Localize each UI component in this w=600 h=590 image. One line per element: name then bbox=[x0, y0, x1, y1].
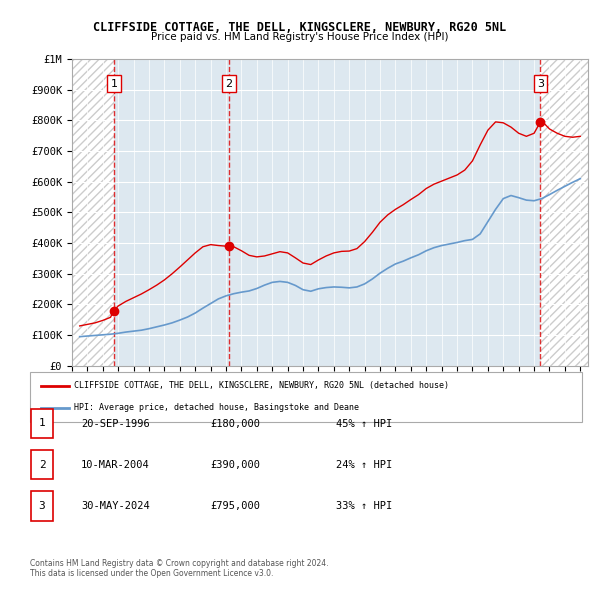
Text: 1: 1 bbox=[110, 78, 118, 88]
Text: 2: 2 bbox=[226, 78, 233, 88]
Text: Price paid vs. HM Land Registry's House Price Index (HPI): Price paid vs. HM Land Registry's House … bbox=[151, 32, 449, 42]
Bar bbox=[541, 59, 588, 366]
Text: 33% ↑ HPI: 33% ↑ HPI bbox=[336, 502, 392, 511]
Text: Contains HM Land Registry data © Crown copyright and database right 2024.
This d: Contains HM Land Registry data © Crown c… bbox=[30, 559, 329, 578]
Text: 3: 3 bbox=[38, 501, 46, 511]
FancyBboxPatch shape bbox=[31, 491, 53, 520]
FancyBboxPatch shape bbox=[30, 372, 582, 422]
Text: 24% ↑ HPI: 24% ↑ HPI bbox=[336, 460, 392, 470]
Text: 30-MAY-2024: 30-MAY-2024 bbox=[81, 502, 150, 511]
Bar bbox=[72, 59, 114, 366]
FancyBboxPatch shape bbox=[31, 450, 53, 479]
Text: CLIFFSIDE COTTAGE, THE DELL, KINGSCLERE, NEWBURY, RG20 5NL (detached house): CLIFFSIDE COTTAGE, THE DELL, KINGSCLERE,… bbox=[74, 381, 449, 390]
Text: 10-MAR-2004: 10-MAR-2004 bbox=[81, 460, 150, 470]
Text: HPI: Average price, detached house, Basingstoke and Deane: HPI: Average price, detached house, Basi… bbox=[74, 404, 359, 412]
FancyBboxPatch shape bbox=[31, 409, 53, 438]
Text: £390,000: £390,000 bbox=[210, 460, 260, 470]
Text: 45% ↑ HPI: 45% ↑ HPI bbox=[336, 419, 392, 428]
Text: CLIFFSIDE COTTAGE, THE DELL, KINGSCLERE, NEWBURY, RG20 5NL: CLIFFSIDE COTTAGE, THE DELL, KINGSCLERE,… bbox=[94, 21, 506, 34]
Text: £795,000: £795,000 bbox=[210, 502, 260, 511]
Text: 1: 1 bbox=[38, 418, 46, 428]
Text: 2: 2 bbox=[38, 460, 46, 470]
Text: £180,000: £180,000 bbox=[210, 419, 260, 428]
Text: 3: 3 bbox=[537, 78, 544, 88]
Text: 20-SEP-1996: 20-SEP-1996 bbox=[81, 419, 150, 428]
